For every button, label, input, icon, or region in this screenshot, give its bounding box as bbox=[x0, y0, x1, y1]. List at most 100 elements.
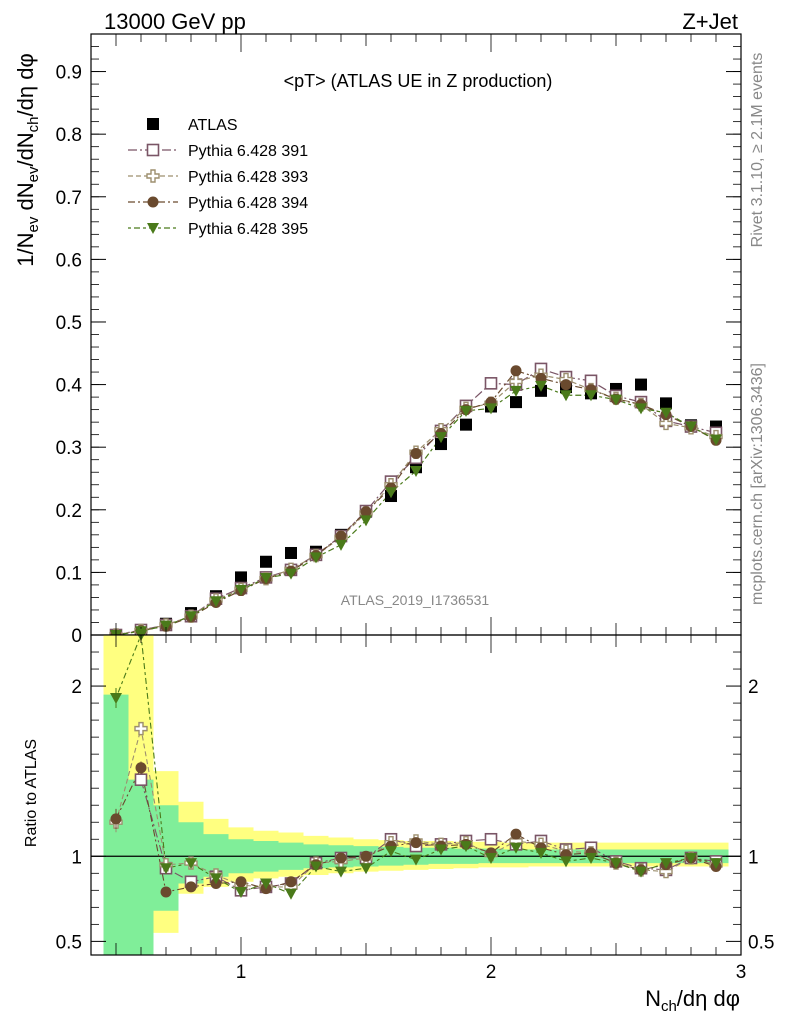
ratio-point-p395 bbox=[285, 888, 297, 900]
data-point-p393 bbox=[659, 416, 673, 431]
ratio-point-p394 bbox=[135, 762, 147, 774]
data-point-p395 bbox=[260, 573, 272, 585]
ratio-plot-marks bbox=[91, 628, 741, 955]
ratio-y-axis-label: Ratio to ATLAS bbox=[23, 739, 40, 847]
data-point-p395 bbox=[410, 465, 422, 477]
data-point-p395 bbox=[460, 405, 472, 417]
ratio-point-p394 bbox=[110, 813, 122, 825]
ratio-point-p395 bbox=[335, 866, 347, 878]
data-point-p394 bbox=[410, 447, 422, 459]
ratio-point-p394 bbox=[360, 850, 372, 862]
legend-marker-p394 bbox=[147, 196, 159, 208]
ratio-point-p394 bbox=[410, 837, 422, 849]
ratio-point-p395 bbox=[360, 863, 372, 875]
ratio-point-p394 bbox=[285, 876, 297, 888]
data-point-atlas bbox=[260, 555, 272, 568]
ratio-point-p395 bbox=[635, 866, 647, 878]
ratio-point-p395 bbox=[310, 861, 322, 873]
x-tick-label: 1 bbox=[236, 962, 247, 983]
ratio-panel: 0.5 0.5 1 1 2 2 1 2 3 Ratio to ATLAS Nch/dη dφ bbox=[23, 628, 774, 1015]
data-point-p395 bbox=[685, 421, 697, 433]
ratio-point-p395 bbox=[485, 852, 497, 864]
ratio-point-p395 bbox=[585, 852, 597, 864]
ratio-point-p394 bbox=[185, 881, 197, 893]
y-tick-label: 0.2 bbox=[56, 501, 82, 522]
data-point-p395 bbox=[335, 539, 347, 551]
legend-marker-p391 bbox=[146, 143, 160, 157]
y-tick-label: 0.7 bbox=[56, 188, 82, 209]
data-point-p395 bbox=[510, 385, 522, 397]
data-point-p395 bbox=[385, 487, 397, 499]
data-point-p395 bbox=[535, 380, 547, 392]
data-point-p395 bbox=[235, 584, 247, 596]
ratio-point-p395 bbox=[110, 692, 122, 704]
ratio-point-p395 bbox=[210, 873, 222, 885]
data-point-p391 bbox=[484, 377, 498, 390]
ratio-y-tick-label: 1 bbox=[71, 847, 82, 868]
ratio-point-p395 bbox=[160, 863, 172, 875]
process-label: Z+Jet bbox=[682, 9, 738, 34]
rivet-label: Rivet 3.1.10, ≥ 2.1M events bbox=[749, 53, 766, 248]
data-point-p395 bbox=[310, 552, 322, 564]
ratio-point-p391 bbox=[134, 773, 148, 786]
y-tick-label: 0.5 bbox=[56, 313, 82, 334]
ratio-point-p395 bbox=[660, 858, 672, 870]
data-point-p395 bbox=[585, 390, 597, 402]
x-axis-label: Nch/dη dφ bbox=[645, 986, 740, 1015]
ratio-point-p395 bbox=[685, 852, 697, 864]
data-point-p395 bbox=[485, 403, 497, 415]
data-point-p395 bbox=[635, 403, 647, 415]
data-point-atlas bbox=[510, 396, 522, 409]
ratio-point-p395 bbox=[460, 841, 472, 853]
data-point-atlas bbox=[285, 546, 297, 559]
ratio-point-p395 bbox=[535, 847, 547, 859]
mcplots-label: mcplots.cern.ch [arXiv:1306.3436] bbox=[749, 363, 766, 605]
ratio-point-p393 bbox=[134, 721, 148, 736]
data-point-p395 bbox=[560, 390, 572, 402]
data-point-atlas bbox=[235, 571, 247, 584]
energy-label: 13000 GeV pp bbox=[104, 9, 246, 34]
x-tick-label: 2 bbox=[486, 962, 497, 983]
ratio-y-tick-label-right: 1 bbox=[748, 847, 759, 868]
legend-label-atlas: ATLAS bbox=[188, 117, 238, 134]
ratio-line-p391 bbox=[140, 779, 717, 891]
ratio-point-p395 bbox=[385, 846, 397, 858]
legend-label-p394: Pythia 6.428 394 bbox=[188, 195, 308, 212]
ratio-point-p394 bbox=[160, 886, 172, 898]
legend-marker-p395 bbox=[147, 223, 159, 234]
data-point-atlas bbox=[435, 438, 447, 451]
data-point-p395 bbox=[185, 611, 197, 623]
ratio-y-tick-label: 0.5 bbox=[56, 932, 82, 953]
uncertainty-band-green bbox=[103, 694, 729, 955]
y-tick-label: 0.1 bbox=[56, 563, 82, 584]
ratio-point-p395 bbox=[610, 858, 622, 870]
data-point-p395 bbox=[435, 432, 447, 444]
analysis-id: ATLAS_2019_I1736531 bbox=[341, 592, 490, 608]
data-point-p395 bbox=[285, 568, 297, 580]
ratio-point-p391 bbox=[484, 832, 498, 846]
data-point-p394 bbox=[510, 365, 522, 377]
ratio-point-p395 bbox=[560, 856, 572, 868]
data-point-atlas bbox=[635, 378, 647, 391]
main-y-axis-label: 1/Nev dNev/dNch/dη dφ bbox=[13, 53, 42, 266]
y-tick-label: 0.9 bbox=[56, 63, 82, 84]
legend-marker-p393 bbox=[146, 169, 160, 183]
ratio-point-p394 bbox=[510, 828, 522, 840]
y-tick-label: 0.8 bbox=[56, 125, 82, 146]
data-point-p395 bbox=[160, 620, 172, 632]
ratio-point-p394 bbox=[335, 852, 347, 864]
legend-label-p391: Pythia 6.428 391 bbox=[188, 143, 308, 160]
ratio-point-p395 bbox=[435, 844, 447, 856]
ratio-point-p395 bbox=[510, 842, 522, 854]
data-point-p395 bbox=[360, 515, 372, 527]
data-point-p395 bbox=[210, 596, 222, 608]
ratio-ticks: 0.5 0.5 1 1 2 2 1 2 3 bbox=[56, 635, 774, 983]
data-point-p394 bbox=[560, 379, 572, 391]
data-point-atlas bbox=[460, 418, 472, 431]
legend: ATLAS Pythia 6.428 391 Pythia 6.428 393 Pyt… bbox=[128, 117, 308, 238]
y-tick-label: 0.4 bbox=[56, 376, 83, 397]
ratio-point-p395 bbox=[410, 854, 422, 866]
x-tick-label: 3 bbox=[736, 962, 747, 983]
main-panel: 0 0.1 0.2 0.3 0.4 0.5 0.6 0.7 0.8 0.9 <pT> (ATLAS… bbox=[13, 33, 742, 647]
